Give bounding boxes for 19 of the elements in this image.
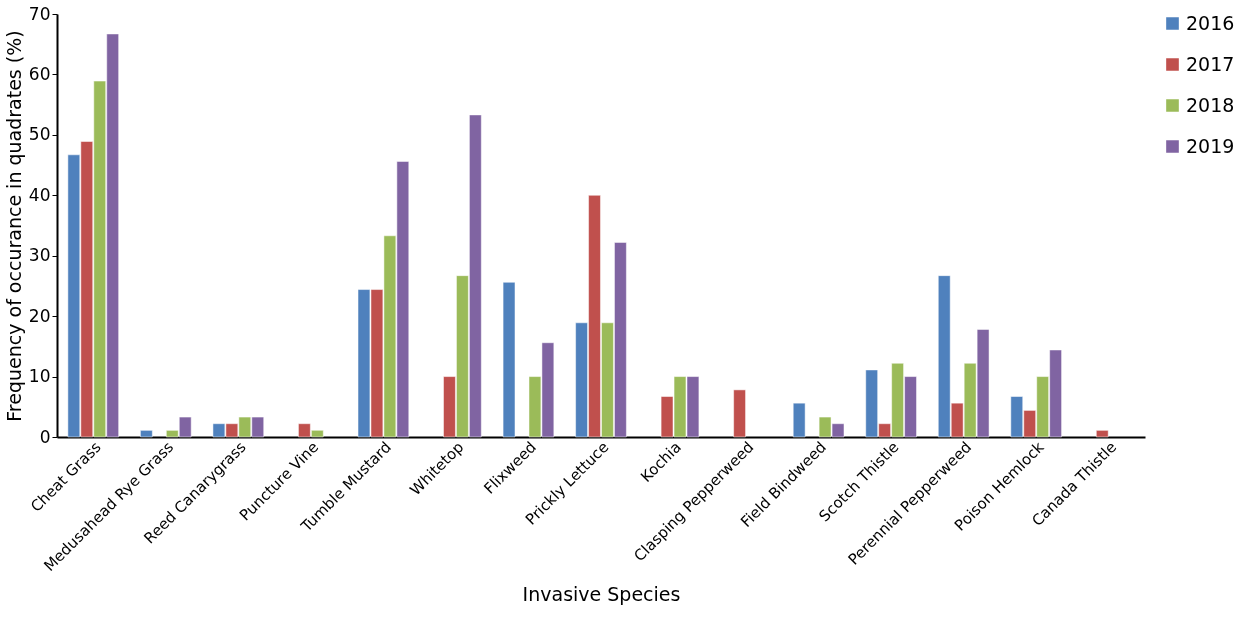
y-axis-title: Frequency of occurance in quadrates (%) bbox=[2, 30, 25, 422]
y-tick-label: 0 bbox=[39, 426, 51, 447]
bar bbox=[733, 389, 746, 438]
bar bbox=[792, 402, 806, 438]
y-tick-label: 40 bbox=[28, 184, 51, 205]
bar bbox=[140, 430, 153, 438]
y-tick-label: 10 bbox=[28, 366, 51, 387]
bar bbox=[1096, 430, 1109, 438]
legend-label: 2017 bbox=[1186, 52, 1235, 75]
legend-label: 2018 bbox=[1186, 93, 1235, 116]
legend-label: 2019 bbox=[1186, 134, 1235, 157]
y-tick-label: 30 bbox=[28, 245, 51, 266]
y-tick-label: 70 bbox=[28, 3, 51, 24]
y-tick-label: 60 bbox=[28, 63, 51, 84]
y-tick-label: 20 bbox=[28, 305, 51, 326]
legend-label: 2016 bbox=[1186, 11, 1235, 34]
bar bbox=[502, 282, 516, 438]
y-tick-label: 50 bbox=[28, 124, 51, 145]
x-axis-title: Invasive Species bbox=[522, 583, 681, 606]
